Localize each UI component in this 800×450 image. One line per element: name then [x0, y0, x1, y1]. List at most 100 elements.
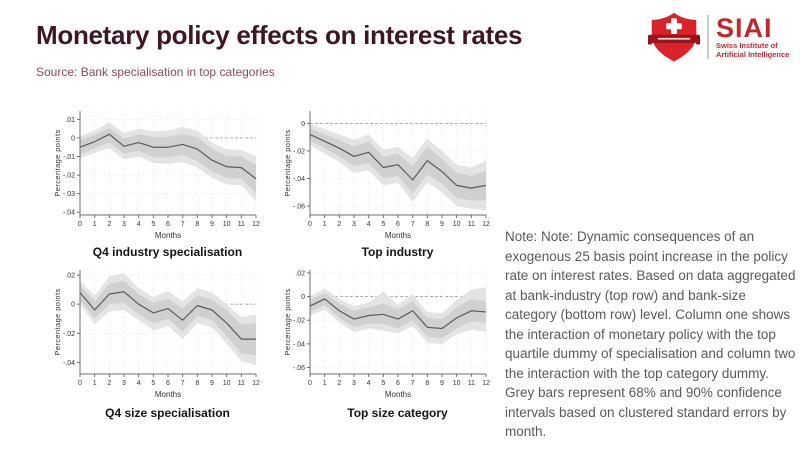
axis-labels: 0-.02-.04-.060 1 2 3 4 5 6 7 8 9 10 11 12MonthsPerce… [283, 121, 490, 240]
x-tick-label: 0 [78, 380, 82, 387]
y-tick-label: -.04 [63, 210, 75, 217]
chart-top-size-category: .02 0 -.02 -.04 -.06 0 1 2 3 4 5 6 7 8 9 10 11 12 Months Pe… [280, 262, 515, 427]
swiss-shield-icon [648, 12, 700, 62]
logo-text: SIAI Swiss Institute of Artificial Intel… [716, 13, 790, 60]
x-tick-label: 4 [137, 221, 141, 228]
y-tick-label: 0 [301, 121, 305, 128]
siai-logo: SIAI Swiss Institute of Artificial Intel… [648, 10, 789, 64]
x-tick-label: 0 [78, 221, 82, 228]
x-tick-label: 3 [352, 221, 356, 228]
axis-labels: .010-.01-.02-.03-.040 1 2 3 4 5 6 7 8 9 10 11 12Mont… [53, 117, 260, 240]
chart-title: Q4 industry specialisation [92, 245, 243, 259]
y-tick-label: -.02 [63, 173, 75, 180]
logo-divider [707, 15, 709, 59]
estimate-line [309, 298, 487, 330]
x-tick-label: 9 [210, 380, 214, 387]
chart-title: Q4 size specialisation [105, 406, 230, 420]
y-tick-label: -.02 [293, 318, 305, 325]
chart-title: Top industry [361, 245, 434, 259]
x-tick-label: 1 [323, 380, 327, 387]
x-tick-label: 11 [468, 380, 475, 387]
logo-acronym: SIAI [716, 13, 773, 43]
estimate-line [79, 133, 257, 180]
x-tick-label: 11 [238, 380, 245, 387]
y-axis-label: Percentage points [53, 129, 62, 196]
source-line: Source: Bank specialisation in top categ… [36, 65, 275, 79]
x-tick-label: 10 [223, 380, 231, 387]
y-tick-label: -.06 [293, 204, 305, 211]
y-tick-label: 0 [301, 294, 305, 301]
x-tick-label: 11 [238, 221, 245, 228]
x-tick-label: 7 [411, 380, 415, 387]
y-axis-label: Percentage points [283, 288, 292, 355]
page-title: Monetary policy effects on interest rate… [36, 20, 523, 50]
swiss-cross-horizontal [666, 23, 682, 30]
x-tick-label: 6 [396, 380, 400, 387]
x-axis-label: Months [155, 231, 181, 240]
x-tick-label: 4 [367, 380, 371, 387]
x-tick-label: 12 [252, 221, 260, 228]
y-tick-label: .02 [65, 273, 75, 280]
y-tick-label: 0 [71, 302, 75, 309]
y-tick-label: -.04 [293, 341, 305, 348]
logo-subtitle-line2: Artificial Intelligence [716, 50, 790, 59]
x-tick-label: 10 [223, 221, 231, 228]
x-tick-label: 5 [151, 380, 155, 387]
x-tick-label: 6 [166, 221, 170, 228]
x-tick-label: 1 [323, 221, 327, 228]
x-tick-label: 4 [137, 380, 141, 387]
x-tick-label: 6 [396, 221, 400, 228]
y-tick-label: -.01 [63, 154, 75, 161]
y-tick-label: -.03 [63, 191, 75, 198]
x-tick-label: 8 [195, 221, 199, 228]
y-tick-label: .01 [65, 117, 75, 124]
x-tick-label: 8 [425, 221, 429, 228]
x-tick-label: 1 [93, 221, 97, 228]
chart-canvas: .020-.02-.040 1 2 3 4 5 6 7 8 9 10 11 12MonthsPercen… [53, 270, 260, 399]
x-tick-label: 12 [252, 380, 260, 387]
x-tick-label: 12 [482, 221, 490, 228]
chart-title: Top size category [347, 406, 448, 420]
x-tick-label: 8 [195, 380, 199, 387]
x-axis-label: Months [385, 231, 411, 240]
x-tick-label: 3 [122, 221, 126, 228]
x-tick-label: 10 [453, 380, 461, 387]
chart-canvas: .010-.01-.02-.03-.040 1 2 3 4 5 6 7 8 9 10 11 12Mont… [53, 111, 260, 240]
axis-labels: .020-.02-.04-.060 1 2 3 4 5 6 7 8 9 10 11 12MonthsPe… [283, 270, 490, 399]
x-tick-label: 6 [166, 380, 170, 387]
x-tick-label: 10 [453, 221, 461, 228]
x-tick-label: 1 [93, 380, 97, 387]
y-axis-label: Percentage points [53, 288, 62, 355]
x-tick-label: 5 [151, 221, 155, 228]
gridlines [309, 111, 487, 215]
y-tick-label: 0 [71, 135, 75, 142]
x-tick-label: 7 [181, 380, 185, 387]
y-tick-label: .02 [295, 270, 305, 277]
chart-canvas: .020-.02-.04-.060 1 2 3 4 5 6 7 8 9 10 11 12MonthsPe… [283, 270, 490, 399]
chart-top-industry: 0 -.02 -.04 -.06 0 1 2 3 4 5 6 7 8 9 10 11 12 Months Perce… [280, 103, 515, 268]
x-tick-label: 12 [482, 380, 490, 387]
x-axis-label: Months [155, 390, 181, 399]
confidence-band-68 [80, 127, 256, 193]
x-tick-label: 4 [367, 221, 371, 228]
y-tick-label: -.02 [293, 148, 305, 155]
chart-canvas: 0-.02-.04-.060 1 2 3 4 5 6 7 8 9 10 11 12MonthsPerce… [283, 111, 490, 240]
logo-subtitle-line1: Swiss Institute of [716, 41, 778, 50]
y-tick-label: -.04 [293, 176, 305, 183]
x-tick-label: 2 [107, 221, 111, 228]
x-tick-label: 2 [337, 221, 341, 228]
estimate-line [309, 133, 487, 189]
x-tick-label: 3 [352, 380, 356, 387]
x-tick-label: 2 [107, 380, 111, 387]
chart-q4-size-specialisation: .02 0 -.02 -.04 0 1 2 3 4 5 6 7 8 9 10 11 12 Months Percen… [50, 262, 285, 427]
x-tick-label: 9 [440, 221, 444, 228]
x-tick-label: 5 [381, 221, 385, 228]
x-tick-label: 9 [210, 221, 214, 228]
x-tick-label: 8 [425, 380, 429, 387]
note-text: Note: Note: Dynamic consequences of an e… [505, 229, 796, 439]
estimate-line [79, 291, 256, 340]
y-tick-label: -.02 [63, 331, 75, 338]
chart-q4-industry-specialisation: .01 0 -.01 -.02 -.03 -.04 0 1 2 3 4 5 6 7 8 9 10 11 12 Mont… [50, 103, 285, 268]
y-tick-label: -.04 [63, 360, 75, 367]
